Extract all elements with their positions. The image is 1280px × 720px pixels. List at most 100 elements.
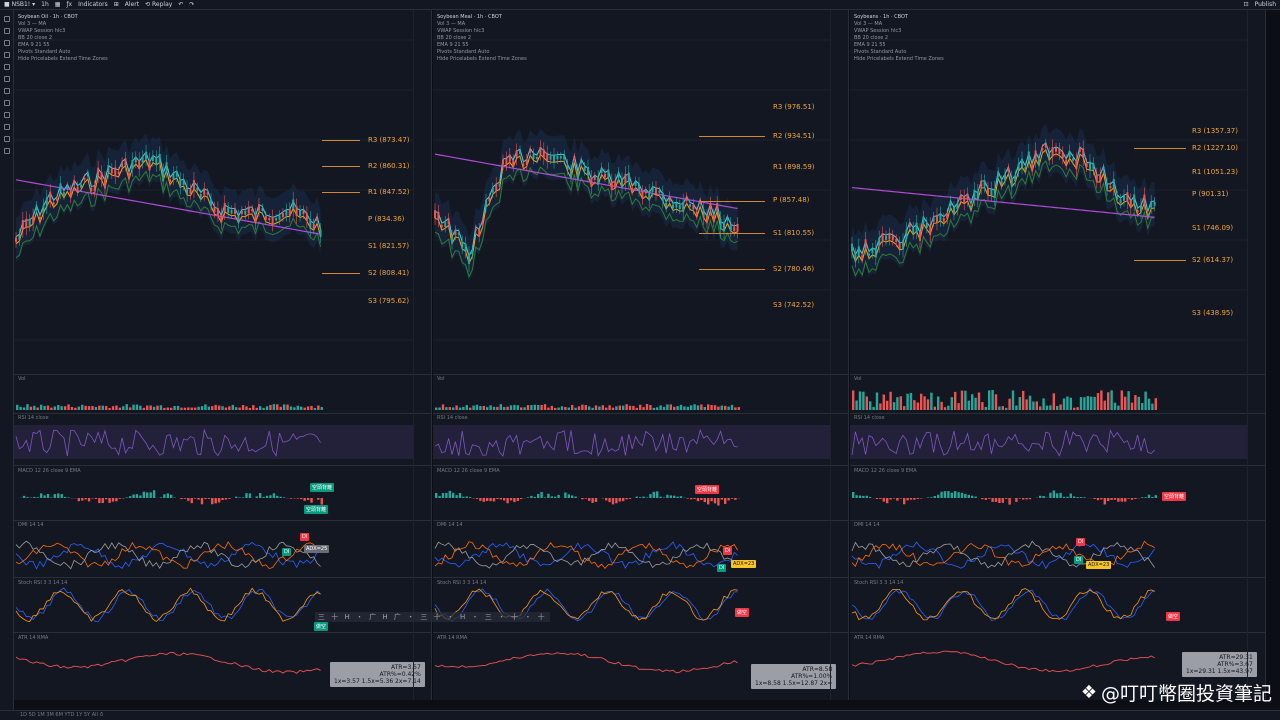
atr-line (434, 652, 738, 674)
lock-icon[interactable] (3, 124, 10, 130)
price-axis[interactable] (413, 10, 431, 700)
macd-bar (707, 498, 710, 505)
legend-line[interactable]: EMA 9 21 55 (18, 42, 50, 48)
legend-line[interactable]: VWAP Session hlc3 (437, 28, 485, 34)
volume-bar (886, 400, 889, 410)
pane-separator[interactable] (14, 465, 431, 466)
chart-panel-3[interactable]: Soybeans · 1h · CBOT Vol 3 — MA VWAP Ses… (850, 10, 1266, 700)
candle-body (189, 189, 192, 195)
candle-body (1048, 153, 1051, 160)
topbar-interval[interactable]: 1h (41, 1, 49, 8)
legend-line[interactable]: VWAP Session hlc3 (18, 28, 66, 34)
legend-symbol[interactable]: Soybean Oil · 1h · CBOT (18, 14, 78, 20)
volume-bar (659, 405, 662, 410)
legend-line[interactable]: Vol 3 — MA (854, 21, 883, 27)
legend-line[interactable]: Hide Pricelabels Extend Time Zones (437, 56, 527, 62)
chart-panel-2[interactable]: Soybean Meal · 1h · CBOT Vol 3 — MA VWAP… (433, 10, 849, 700)
candle-body (993, 188, 996, 199)
pane-separator[interactable] (14, 577, 431, 578)
dmi-line (434, 541, 738, 569)
pane-separator[interactable] (433, 374, 848, 375)
candle-body (851, 243, 853, 252)
pattern-icon[interactable] (3, 76, 10, 82)
pane-separator[interactable] (850, 520, 1265, 521)
macd-bar (669, 495, 672, 498)
date-range-bar[interactable]: 1D 5D 1M 3M 6M YTD 1Y 5Y All ⏱ (0, 710, 1280, 720)
volume-bar (200, 406, 204, 410)
legend-symbol[interactable]: Soybeans · 1h · CBOT (854, 14, 908, 20)
zoom-icon[interactable] (3, 100, 10, 106)
replay-button[interactable]: ⟲ Replay (145, 1, 173, 8)
legend-line[interactable]: BB 20 close 2 (437, 35, 472, 41)
pane-separator[interactable] (14, 632, 431, 633)
text-icon[interactable] (3, 64, 10, 70)
indicators-button[interactable]: Indicators (78, 1, 108, 8)
layout-icon[interactable]: ⊞ (113, 1, 119, 8)
legend-line[interactable]: Vol 3 — MA (18, 21, 47, 27)
legend-line[interactable]: EMA 9 21 55 (854, 42, 886, 48)
dmi-line (15, 541, 321, 570)
chart-canvas[interactable] (433, 10, 849, 700)
legend-line[interactable]: Hide Pricelabels Extend Time Zones (854, 56, 944, 62)
macd-bar (869, 497, 872, 498)
chart-canvas[interactable] (14, 10, 432, 700)
legend-line[interactable]: Hide Pricelabels Extend Time Zones (18, 56, 108, 62)
legend-line[interactable]: BB 20 close 2 (854, 35, 889, 41)
price-axis[interactable] (830, 10, 848, 700)
chart-panel-1[interactable]: Soybean Oil · 1h · CBOT Vol 3 — MA VWAP … (14, 10, 432, 700)
fib-icon[interactable] (3, 40, 10, 46)
legend-line[interactable]: VWAP Session hlc3 (854, 28, 902, 34)
pane-separator[interactable] (850, 577, 1265, 578)
pane-separator[interactable] (850, 413, 1265, 414)
volume-bar (472, 405, 475, 410)
legend-line[interactable]: Pivots Standard Auto (854, 49, 907, 55)
crosshair-icon[interactable] (3, 16, 10, 22)
pane-separator[interactable] (433, 520, 848, 521)
eye-icon[interactable] (3, 136, 10, 142)
pane-separator[interactable] (433, 577, 848, 578)
pane-separator[interactable] (850, 632, 1265, 633)
legend-line[interactable]: Pivots Standard Auto (437, 49, 490, 55)
volume-bar (1018, 397, 1021, 410)
bollinger-band (435, 128, 738, 282)
undo-icon[interactable]: ↶ (178, 1, 184, 8)
chart-type-icon[interactable]: ▦ (54, 1, 61, 8)
rsi-band (433, 425, 831, 459)
candle-body (1123, 195, 1125, 201)
pane-separator[interactable] (14, 413, 431, 414)
pane-separator[interactable] (14, 374, 431, 375)
pane-separator[interactable] (850, 374, 1265, 375)
macd-bar (128, 496, 132, 498)
macd-bar (1127, 498, 1130, 499)
candle-body (69, 190, 72, 197)
pane-separator[interactable] (433, 632, 848, 633)
legend-line[interactable]: BB 20 close 2 (18, 35, 53, 41)
brush-icon[interactable] (3, 52, 10, 58)
chart-canvas[interactable] (850, 10, 1266, 700)
indicators-icon[interactable]: ƒx (66, 1, 73, 8)
fullscreen-icon[interactable]: ⊡ (1243, 1, 1249, 8)
trendline-icon[interactable] (3, 28, 10, 34)
trash-icon[interactable] (3, 148, 10, 154)
legend-symbol[interactable]: Soybean Meal · 1h · CBOT (437, 14, 502, 20)
macd-bar (690, 498, 693, 500)
macd-pane-title: MACD 12 26 close 9 EMA (437, 468, 500, 474)
alert-button[interactable]: Alert (124, 1, 140, 8)
legend-line[interactable]: Vol 3 — MA (437, 21, 466, 27)
pane-separator[interactable] (433, 413, 848, 414)
redo-icon[interactable]: ↷ (189, 1, 195, 8)
macd-bar (241, 497, 245, 498)
topbar-symbol[interactable]: ■ NSB1! ▾ (4, 1, 36, 8)
price-axis[interactable] (1247, 10, 1265, 700)
pane-separator[interactable] (850, 465, 1265, 466)
pane-separator[interactable] (433, 465, 848, 466)
publish-button[interactable]: Publish (1254, 1, 1276, 8)
legend-line[interactable]: Pivots Standard Auto (18, 49, 71, 55)
pane-separator[interactable] (14, 520, 431, 521)
magnet-icon[interactable] (3, 112, 10, 118)
volume-bar (584, 404, 587, 410)
macd-bar (537, 493, 540, 498)
ruler-icon[interactable] (3, 88, 10, 94)
legend-line[interactable]: EMA 9 21 55 (437, 42, 469, 48)
volume-bar (1011, 390, 1015, 410)
